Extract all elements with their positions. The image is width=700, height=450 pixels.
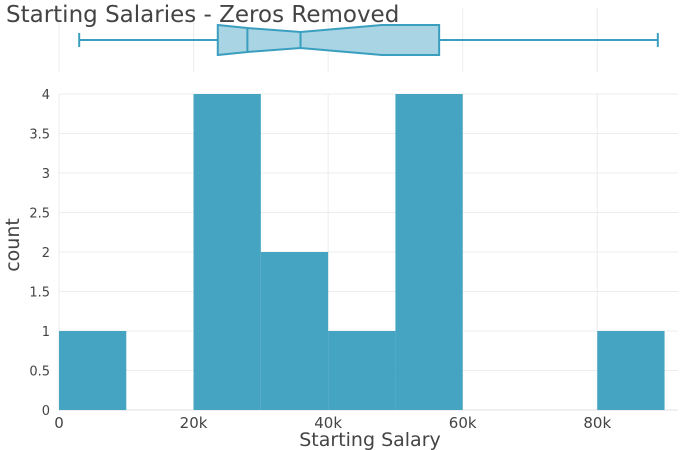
x-axis-label: Starting Salary xyxy=(299,429,441,450)
histogram-bar xyxy=(395,94,463,410)
y-tick-label: 1 xyxy=(42,325,50,340)
x-tick-label: 0 xyxy=(54,414,64,432)
histogram-bar xyxy=(193,94,261,410)
y-tick-label: 1.5 xyxy=(29,286,50,301)
x-tick-label: 80k xyxy=(583,414,611,432)
boxplot-marginal xyxy=(78,23,659,57)
y-tick-label: 2 xyxy=(42,246,50,261)
histogram-bar xyxy=(328,331,396,410)
histogram-bar xyxy=(59,331,127,410)
y-tick-label: 0 xyxy=(42,404,50,419)
boxplot-box xyxy=(216,23,441,57)
histogram-bar xyxy=(597,331,665,410)
y-tick-label: 3 xyxy=(42,167,50,182)
x-tick-label: 20k xyxy=(180,414,208,432)
y-tick-label: 4 xyxy=(42,88,50,103)
y-tick-label: 3.5 xyxy=(29,128,50,143)
chart-title: Starting Salaries - Zeros Removed xyxy=(6,2,399,28)
x-tick-label: 60k xyxy=(449,414,477,432)
axis-ticks: 0 0.5 1 1.5 2 2.5 3 3.5 4 0 20k 40k 60k 80k xyxy=(29,88,611,432)
x-tick-label: 40k xyxy=(314,414,342,432)
histogram-bar xyxy=(260,252,329,410)
histogram-bars xyxy=(59,94,665,410)
y-axis-label: count xyxy=(2,218,24,272)
y-tick-label: 2.5 xyxy=(29,207,50,222)
y-tick-label: 0.5 xyxy=(29,365,50,380)
